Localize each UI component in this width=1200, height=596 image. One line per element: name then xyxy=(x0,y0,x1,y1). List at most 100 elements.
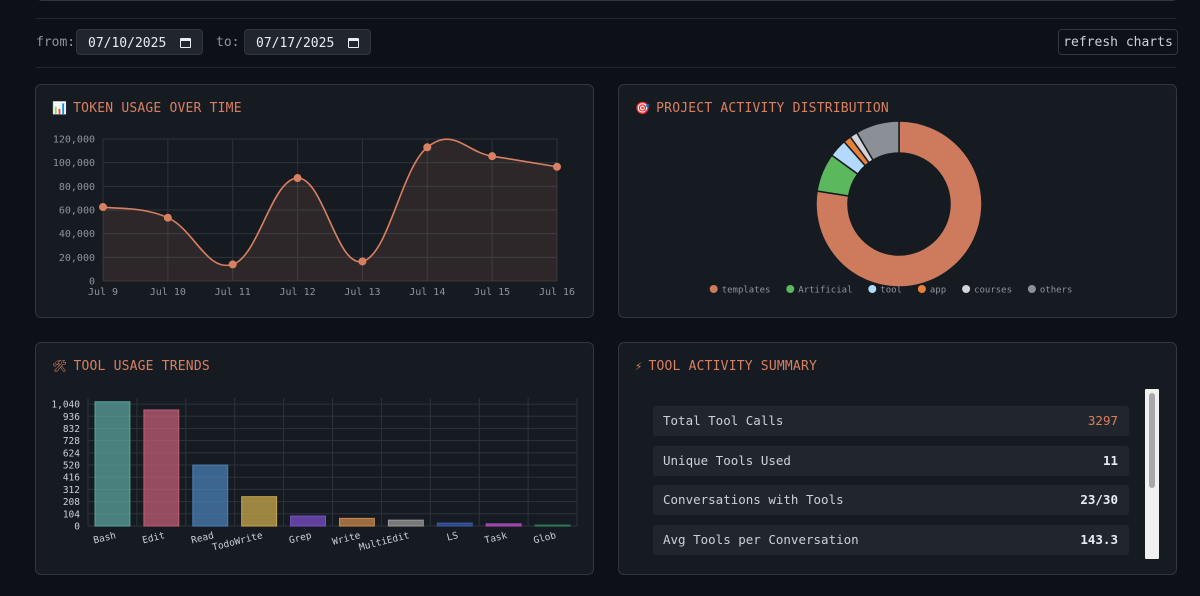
from-date-input[interactable]: 07/10/2025 xyxy=(76,29,203,55)
stat-label: Conversations with Tools xyxy=(663,492,844,507)
y-tick-label: 520 xyxy=(63,461,80,472)
to-date-value: 07/17/2025 xyxy=(256,36,335,51)
token-data-point xyxy=(553,162,561,171)
stat-row: Unique Tools Used 11 xyxy=(653,446,1129,476)
y-tick-label: 624 xyxy=(63,448,80,459)
x-tick-label: Bash xyxy=(92,530,117,546)
x-tick-label: Edit xyxy=(141,530,166,546)
bar-Read xyxy=(192,464,229,527)
x-tick-label: Task xyxy=(484,530,509,546)
token-data-point xyxy=(358,257,367,266)
x-tick-label: Glob xyxy=(532,530,557,546)
donut-slice-others xyxy=(855,120,900,162)
stat-value: 3297 xyxy=(1087,413,1118,428)
legend-label: tool xyxy=(880,286,902,296)
target-icon: 🎯 xyxy=(635,101,651,115)
y-tick-label: 100,000 xyxy=(53,158,95,169)
x-tick-label: Write xyxy=(331,530,362,548)
legend-label: courses xyxy=(974,286,1012,296)
token-series-line xyxy=(102,138,558,267)
x-tick-label: TodoWrite xyxy=(211,530,264,553)
y-tick-label: 80,000 xyxy=(59,182,95,193)
bar-chart-icon: 📊 xyxy=(52,101,68,115)
summary-scrollbar[interactable] xyxy=(1145,389,1159,559)
top-panel-edge xyxy=(36,0,1178,1)
x-tick-label: Jul 10 xyxy=(150,287,186,298)
y-tick-label: 936 xyxy=(63,412,80,423)
y-tick-label: 0 xyxy=(74,522,80,533)
token-usage-panel: 📊 TOKEN USAGE OVER TIME 0 20,000 40,000 60,0… xyxy=(35,84,594,318)
x-tick-label: Jul 14 xyxy=(409,287,445,298)
y-tick-label: 312 xyxy=(63,485,80,496)
bar-TodoWrite xyxy=(241,496,278,527)
legend-swatch xyxy=(786,285,795,293)
token-data-point xyxy=(488,152,497,161)
to-label: to: xyxy=(216,35,240,50)
stat-value: 11 xyxy=(1102,453,1118,468)
project-activity-panel: 🎯 PROJECT ACTIVITY DISTRIBUTION templates… xyxy=(618,84,1177,318)
legend-swatch xyxy=(709,285,718,293)
bar-LS xyxy=(436,522,473,527)
from-date-value: 07/10/2025 xyxy=(88,36,167,51)
legend-swatch xyxy=(868,285,877,293)
x-tick-label: MultiEdit xyxy=(358,530,411,553)
calendar-icon[interactable] xyxy=(348,38,359,48)
x-tick-label: Grep xyxy=(288,530,313,546)
y-tick-label: 416 xyxy=(63,473,80,484)
divider xyxy=(36,18,1176,19)
stat-row: Conversations with Tools 23/30 xyxy=(653,485,1129,515)
token-usage-chart: 0 20,000 40,000 60,000 80,000 100,000 120,000 J… xyxy=(53,135,575,299)
legend-label: app xyxy=(930,286,946,296)
from-label: from: xyxy=(36,35,76,50)
bar-MultiEdit xyxy=(387,519,424,527)
scrollbar-thumb[interactable] xyxy=(1149,393,1155,488)
x-tick-label: Read xyxy=(190,530,215,546)
bar-Write xyxy=(339,517,375,527)
tool-summary-title: ⚡ TOOL ACTIVITY SUMMARY xyxy=(635,359,817,374)
x-tick-label: Jul 9 xyxy=(88,287,118,298)
x-tick-label: LS xyxy=(446,530,460,544)
y-tick-label: 0 xyxy=(89,277,95,288)
stat-row: Avg Tools per Conversation 143.3 xyxy=(653,525,1129,555)
hammer-wrench-icon: 🛠 xyxy=(52,359,68,373)
y-tick-label: 104 xyxy=(63,509,80,520)
x-tick-label: Jul 12 xyxy=(280,287,316,298)
calendar-icon[interactable] xyxy=(180,38,191,48)
refresh-charts-button[interactable]: refresh charts xyxy=(1058,29,1178,55)
y-tick-label: 120,000 xyxy=(53,135,95,146)
stat-value: 143.3 xyxy=(1080,532,1118,547)
token-data-point xyxy=(99,203,107,212)
x-tick-label: Jul 16 xyxy=(539,287,575,298)
divider xyxy=(36,67,1176,68)
y-tick-label: 832 xyxy=(63,424,80,435)
y-tick-label: 728 xyxy=(63,436,80,447)
token-data-point xyxy=(228,260,237,269)
lightning-icon: ⚡ xyxy=(635,359,643,373)
tool-summary-panel: ⚡ TOOL ACTIVITY SUMMARY Total Tool Calls … xyxy=(618,342,1177,575)
legend-label: templates xyxy=(722,286,771,296)
y-tick-label: 60,000 xyxy=(59,206,95,217)
to-date-input[interactable]: 07/17/2025 xyxy=(244,29,371,55)
y-tick-label: 1,040 xyxy=(51,400,80,411)
token-data-point xyxy=(423,143,432,152)
tool-usage-panel: 🛠 TOOL USAGE TRENDS 0 104 208 312 416 520 624 72… xyxy=(35,342,594,575)
stat-value: 23/30 xyxy=(1080,492,1118,507)
token-data-point xyxy=(163,213,172,222)
donut-slice-templates xyxy=(815,120,983,288)
x-tick-label: Jul 11 xyxy=(215,287,251,298)
token-usage-title: 📊 TOKEN USAGE OVER TIME xyxy=(52,101,242,116)
x-tick-label: Jul 15 xyxy=(474,287,510,298)
legend-label: others xyxy=(1040,286,1073,296)
token-area-fill xyxy=(103,139,557,281)
stat-label: Avg Tools per Conversation xyxy=(663,532,859,547)
y-tick-label: 20,000 xyxy=(59,253,95,264)
stat-row: Total Tool Calls 3297 xyxy=(653,406,1129,436)
legend-label: Artificial xyxy=(798,286,852,296)
project-activity-chart: templates Artificial tool app courses others xyxy=(709,120,1073,296)
stat-label: Unique Tools Used xyxy=(663,453,791,468)
legend-swatch xyxy=(962,285,971,293)
bar-Bash xyxy=(94,401,131,527)
y-tick-label: 40,000 xyxy=(59,229,95,240)
stat-label: Total Tool Calls xyxy=(663,413,784,428)
